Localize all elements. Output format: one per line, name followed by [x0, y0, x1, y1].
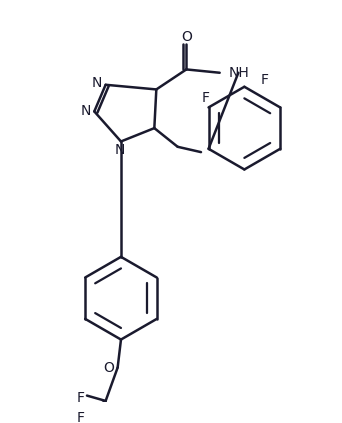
Text: N: N [80, 104, 91, 118]
Text: F: F [201, 91, 209, 105]
Text: F: F [76, 390, 84, 404]
Text: N: N [115, 143, 125, 157]
Text: F: F [76, 411, 84, 423]
Text: O: O [181, 30, 192, 44]
Text: O: O [104, 360, 115, 374]
Text: F: F [260, 73, 268, 87]
Text: N: N [92, 76, 102, 90]
Text: NH: NH [229, 66, 250, 80]
